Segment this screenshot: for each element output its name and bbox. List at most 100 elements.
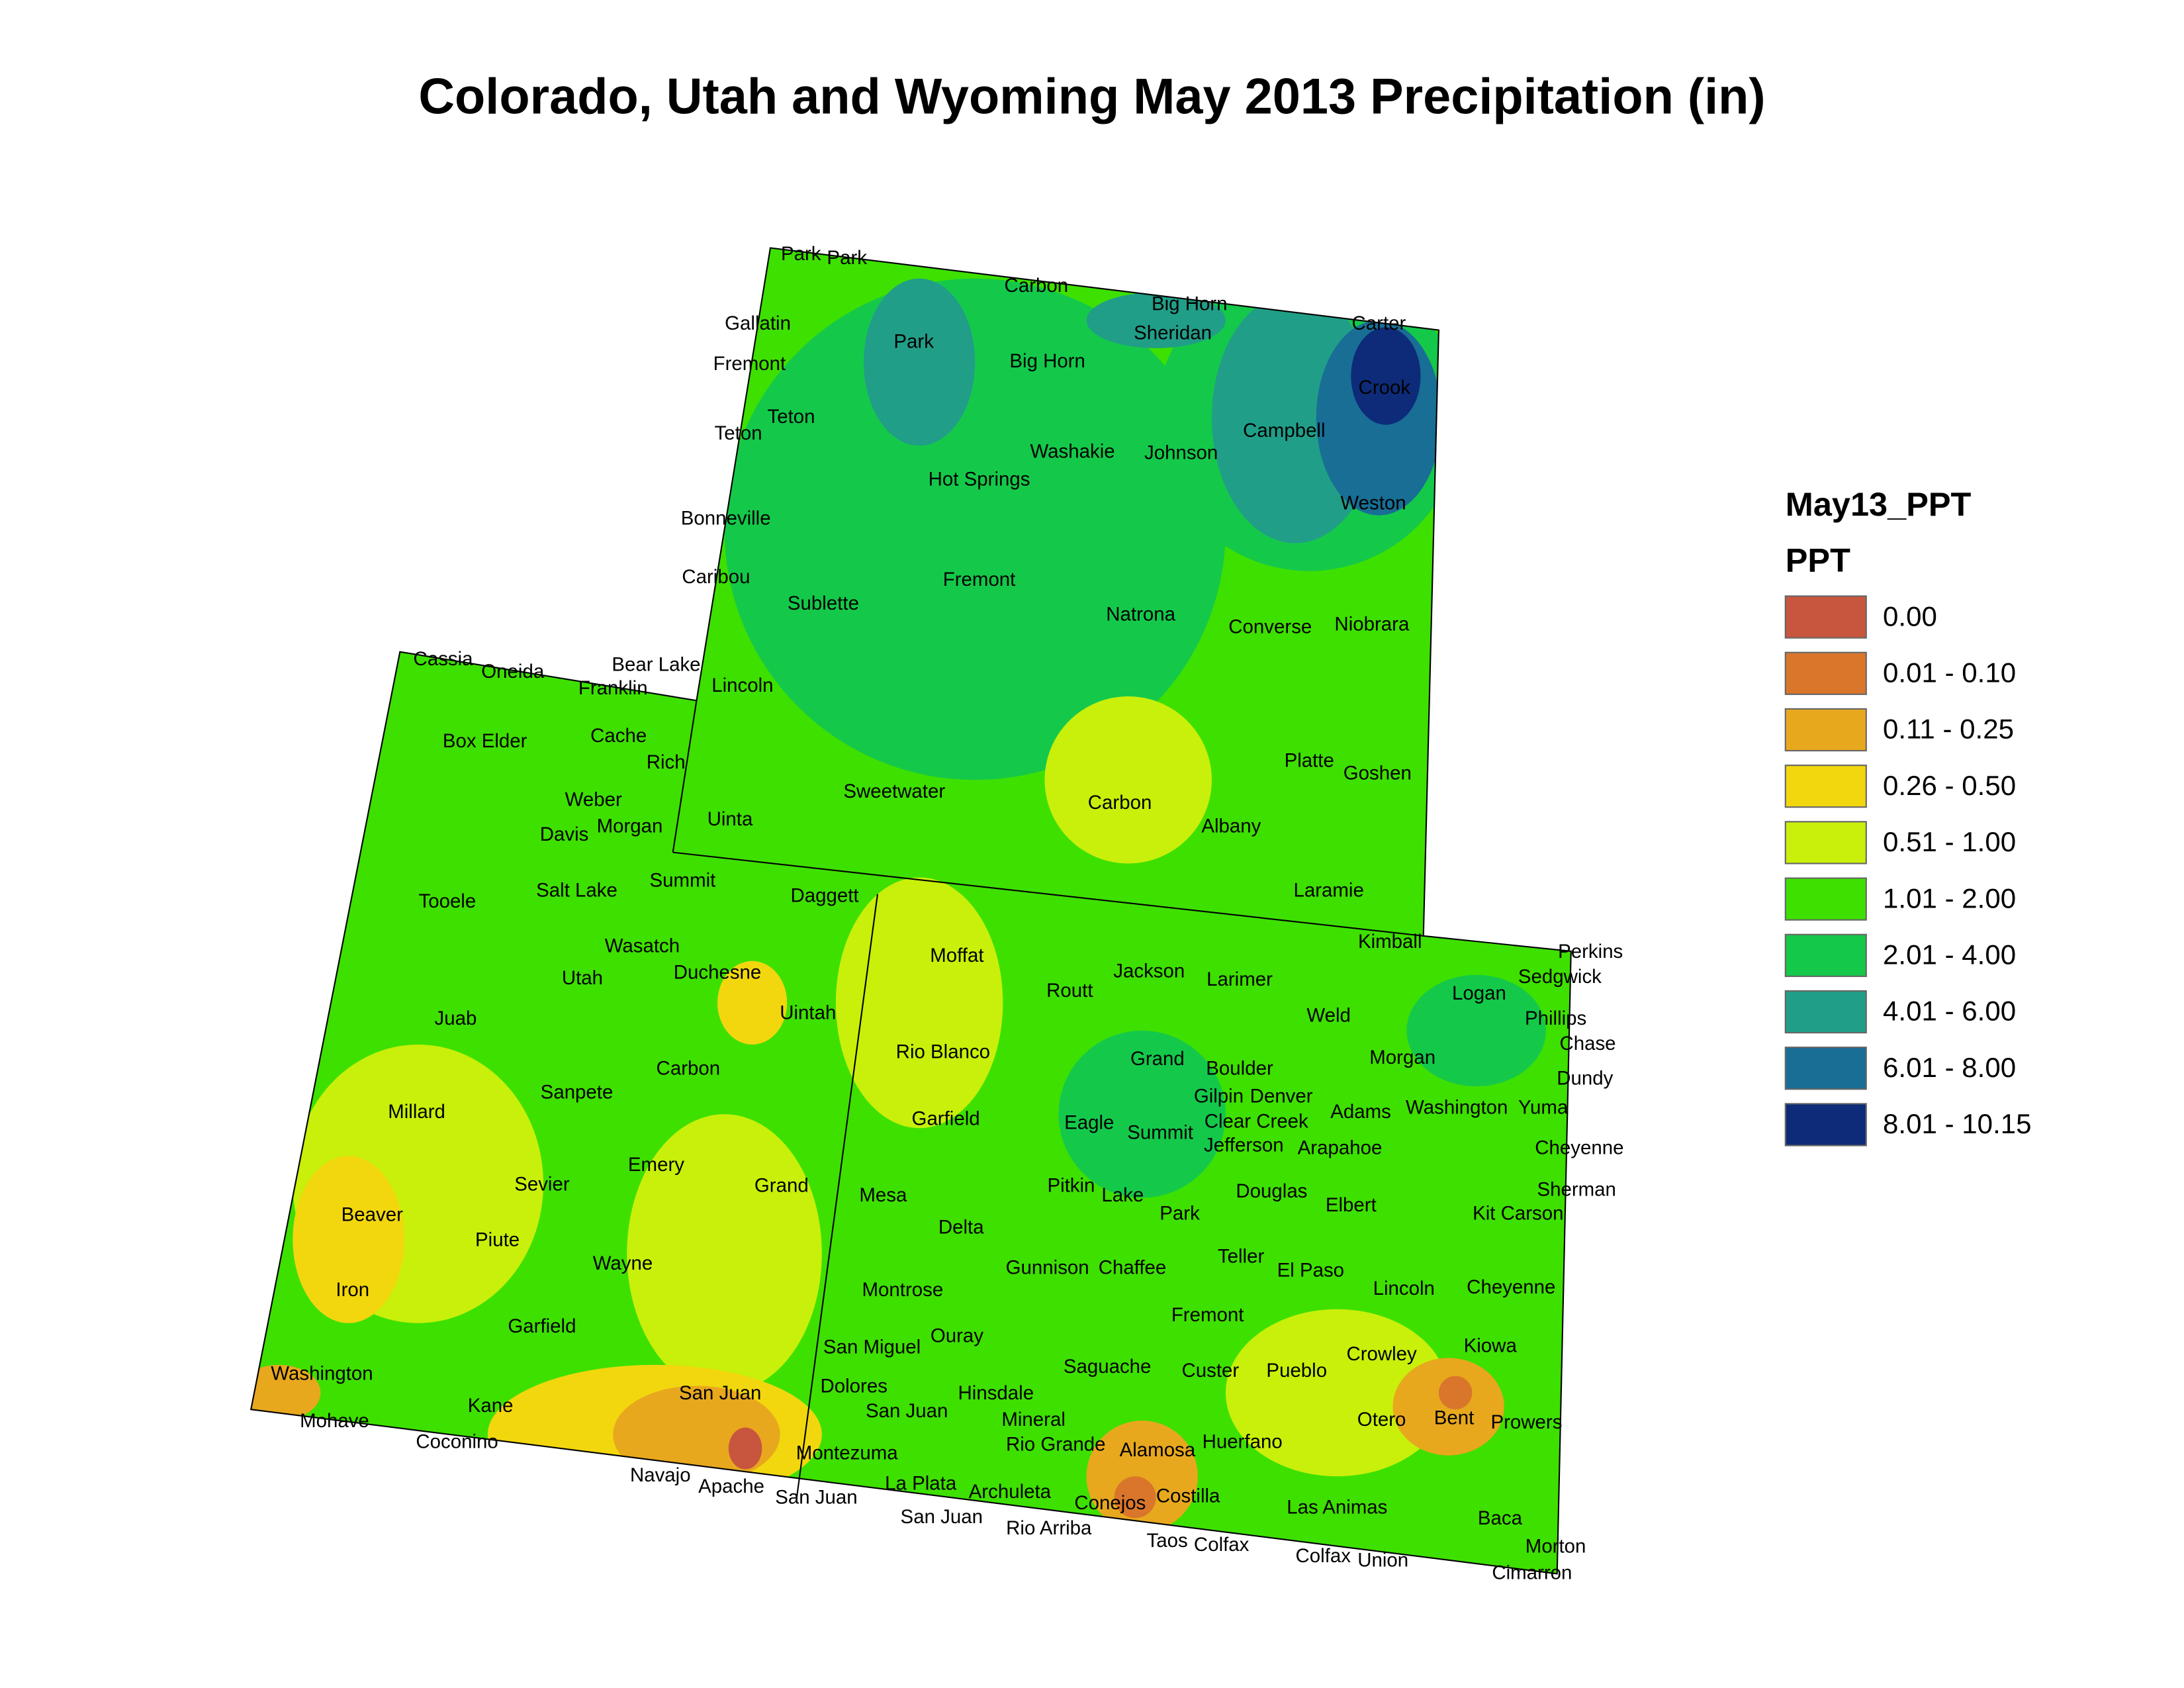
county-label: Colfax [1194,1534,1250,1556]
county-label: Johnson [1144,442,1218,464]
county-label: Jackson [1113,960,1185,982]
legend-swatch [1784,595,1867,639]
county-label: Elbert [1326,1194,1377,1216]
county-label: Otero [1357,1409,1406,1430]
county-label: Grand [1130,1048,1185,1070]
county-label: Cimarron [1492,1562,1572,1583]
county-label: Big Horn [1009,350,1085,372]
county-label: Park [781,243,821,265]
county-label: Denver [1250,1086,1313,1107]
county-label: Apache [698,1476,764,1497]
legend-swatch [1784,651,1867,695]
county-label: Chaffee [1099,1256,1167,1278]
county-label: Navajo [630,1464,691,1486]
county-label: Platte [1285,750,1334,772]
county-label: Albany [1201,816,1261,837]
county-label: Ouray [931,1325,983,1347]
county-label: Daggett [790,885,858,907]
county-label: Caribou [682,566,750,588]
county-label: Coconino [416,1430,498,1452]
county-label: Hinsdale [958,1382,1034,1404]
county-label: El Paso [1277,1260,1344,1282]
county-label: Garfield [912,1107,980,1129]
legend-swatch [1784,990,1867,1034]
county-label: Costilla [1156,1485,1220,1507]
legend-label: 0.11 - 0.25 [1883,714,2014,745]
county-label: Cheyenne [1467,1276,1555,1298]
legend-label: 6.01 - 8.00 [1883,1052,2016,1083]
county-label: Moffat [930,945,983,966]
county-label: Goshen [1343,763,1412,784]
county-label: San Juan [679,1382,761,1404]
county-label: Cheyenne [1535,1137,1623,1159]
county-label: San Juan [775,1487,857,1509]
county-label: Beaver [341,1204,403,1226]
county-label: Union [1357,1549,1408,1571]
county-label: Utah [562,967,603,989]
legend-swatch [1784,933,1867,977]
county-label: Rio Grande [1006,1434,1106,1456]
county-label: Phillips [1525,1008,1586,1029]
county-label: Lake [1101,1184,1144,1206]
legend-label: 1.01 - 2.00 [1883,882,2016,914]
county-label: Rio Arriba [1006,1517,1092,1539]
legend-swatch [1784,1047,1867,1090]
county-label: Converse [1228,616,1312,638]
county-label: Washington [1406,1097,1508,1119]
legend-label: 2.01 - 4.00 [1883,939,2016,970]
county-label: Kiowa [1464,1335,1518,1356]
county-label: Montrose [862,1279,944,1301]
county-label: Campbell [1243,420,1325,442]
legend-label: 0.00 [1883,600,1937,632]
county-label: Carbon [657,1058,721,1080]
legend-label: 0.26 - 0.50 [1883,770,2016,801]
county-label: Morgan [597,816,663,837]
county-label: Summit [1127,1121,1193,1143]
county-label: Dundy [1557,1067,1613,1089]
county-label: Kimball [1358,931,1422,953]
county-label: Clear Creek [1205,1111,1308,1133]
state-borders [250,247,1572,1575]
county-label: Washakie [1030,441,1115,463]
county-label: Park [1160,1202,1200,1224]
county-label: Carbon [1005,275,1069,297]
county-label: Bonneville [681,508,771,530]
county-label: San Juan [901,1506,983,1528]
county-label: Logan [1452,982,1506,1004]
legend-swatch [1784,821,1867,865]
county-label: Teton [768,406,815,428]
county-label: Mohave [300,1410,369,1432]
county-label: Fremont [1171,1304,1244,1326]
county-label: Uintah [780,1002,836,1023]
county-label: Carter [1352,312,1406,334]
map-title: Colorado, Utah and Wyoming May 2013 Prec… [418,68,1765,124]
county-label: Teton [715,422,762,444]
county-label: Sedgwick [1518,966,1602,988]
county-label: Boulder [1206,1058,1273,1080]
county-label: Colfax [1296,1545,1351,1567]
county-label: Crowley [1346,1343,1417,1365]
county-label: Mesa [859,1184,907,1206]
county-label: Lincoln [1373,1278,1435,1299]
legend-label: 8.01 - 10.15 [1883,1108,2032,1139]
county-label: Sevier [514,1173,570,1195]
county-label: Morton [1525,1535,1586,1557]
county-label: Eagle [1064,1112,1114,1134]
county-label: Delta [938,1216,984,1238]
county-label: Emery [628,1154,684,1176]
county-label: Piute [475,1229,520,1250]
county-label: Juab [435,1008,477,1029]
county-label: Washington [271,1362,373,1384]
county-label: Sherman [1537,1179,1615,1201]
county-label: Huerfano [1203,1430,1283,1452]
county-label: Bent [1434,1407,1475,1429]
legend-title: May13_PPT [1786,485,1972,523]
county-label: Gunnison [1006,1256,1089,1278]
county-label: Duchesne [674,961,762,983]
county-label: Archuleta [969,1481,1052,1503]
legend-label: 0.51 - 1.00 [1883,826,2016,857]
county-label: Larimer [1206,968,1273,990]
county-label: Teller [1218,1246,1265,1268]
county-label: Sublette [788,592,859,614]
county-label: Park [827,247,867,269]
